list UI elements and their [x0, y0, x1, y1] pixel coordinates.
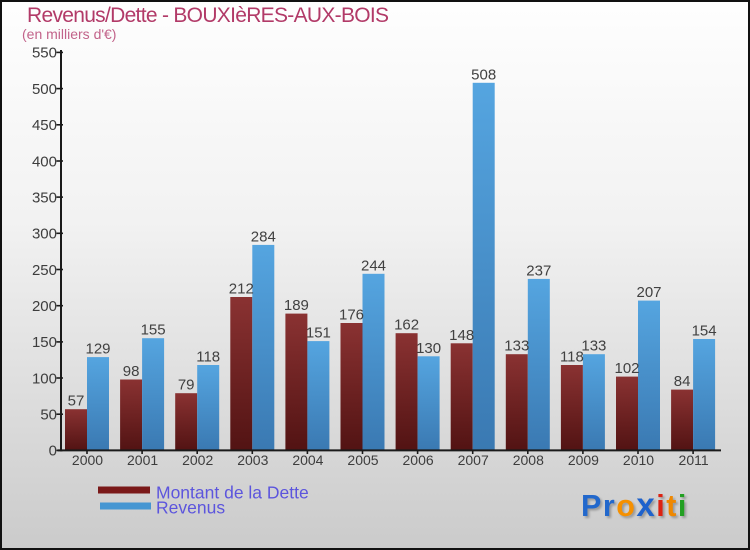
- svg-text:500: 500: [32, 81, 57, 98]
- svg-text:0: 0: [49, 443, 57, 460]
- svg-text:176: 176: [339, 307, 364, 324]
- svg-text:118: 118: [560, 349, 584, 366]
- svg-text:2001: 2001: [127, 452, 158, 468]
- svg-text:200: 200: [32, 298, 57, 315]
- svg-text:129: 129: [85, 341, 110, 358]
- svg-text:98: 98: [123, 363, 140, 380]
- svg-text:79: 79: [178, 377, 195, 394]
- svg-text:300: 300: [32, 226, 57, 243]
- svg-text:57: 57: [68, 393, 85, 410]
- svg-text:237: 237: [526, 262, 551, 279]
- svg-text:50: 50: [40, 407, 57, 424]
- svg-text:151: 151: [306, 325, 331, 342]
- svg-text:450: 450: [32, 117, 57, 134]
- svg-text:2009: 2009: [568, 452, 599, 468]
- svg-text:Revenus: Revenus: [156, 498, 225, 518]
- svg-text:350: 350: [32, 189, 57, 206]
- svg-text:508: 508: [471, 66, 496, 83]
- svg-text:102: 102: [614, 360, 639, 377]
- svg-text:2000: 2000: [72, 452, 103, 468]
- svg-text:2011: 2011: [679, 452, 709, 468]
- svg-text:2004: 2004: [292, 452, 323, 468]
- svg-text:2002: 2002: [182, 452, 213, 468]
- svg-text:2005: 2005: [347, 452, 378, 468]
- svg-text:2007: 2007: [458, 452, 489, 468]
- svg-text:154: 154: [692, 323, 717, 340]
- svg-text:207: 207: [636, 284, 661, 301]
- svg-text:2010: 2010: [623, 452, 654, 468]
- svg-text:148: 148: [449, 327, 474, 344]
- svg-text:133: 133: [581, 338, 606, 355]
- svg-text:Montant de la Dette: Montant de la Dette: [156, 483, 309, 503]
- svg-text:212: 212: [229, 281, 254, 298]
- svg-text:155: 155: [141, 322, 166, 339]
- svg-text:2006: 2006: [403, 452, 434, 468]
- svg-text:284: 284: [251, 228, 276, 245]
- svg-text:400: 400: [32, 153, 57, 170]
- svg-text:189: 189: [284, 297, 309, 314]
- svg-text:133: 133: [504, 338, 529, 355]
- svg-text:2003: 2003: [237, 452, 268, 468]
- svg-text:550: 550: [32, 45, 57, 62]
- svg-text:244: 244: [361, 257, 386, 274]
- svg-text:250: 250: [32, 262, 57, 279]
- svg-text:100: 100: [32, 370, 57, 387]
- svg-text:84: 84: [674, 373, 691, 390]
- svg-text:2008: 2008: [513, 452, 544, 468]
- svg-text:150: 150: [32, 334, 57, 351]
- svg-text:162: 162: [394, 317, 419, 334]
- svg-text:130: 130: [416, 340, 441, 357]
- svg-text:118: 118: [196, 349, 220, 366]
